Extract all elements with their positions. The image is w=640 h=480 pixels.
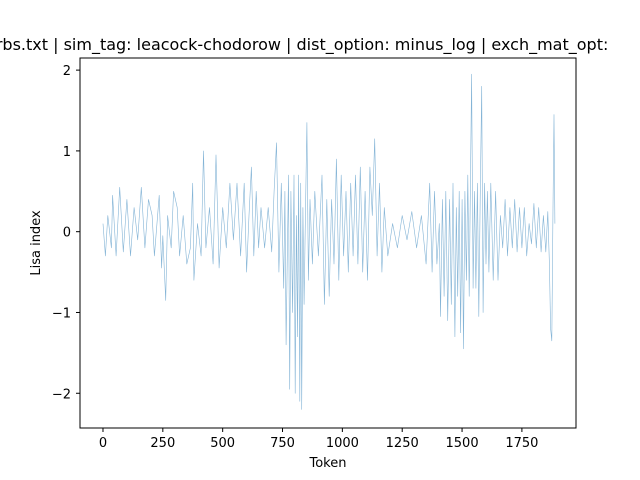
y-tick-label: 2 bbox=[63, 64, 71, 79]
plot-frame bbox=[79, 57, 577, 429]
x-tick-label: 0 bbox=[99, 436, 107, 451]
x-tick-label: 1250 bbox=[386, 436, 419, 451]
y-tick-label: −2 bbox=[52, 387, 71, 402]
x-tick-label: 250 bbox=[150, 436, 175, 451]
series-layer bbox=[102, 73, 556, 410]
chart-title: erbs.txt | sim_tag: leacock-chodorow | d… bbox=[0, 35, 608, 55]
x-tick-label: 500 bbox=[210, 436, 235, 451]
x-axis-label: Token bbox=[309, 456, 347, 471]
series-line-0 bbox=[102, 73, 556, 410]
y-tick-label: 0 bbox=[63, 226, 71, 241]
y-tick-label: 1 bbox=[63, 145, 71, 160]
x-tick-label: 1000 bbox=[326, 436, 359, 451]
x-tick-label: 1500 bbox=[446, 436, 479, 451]
x-tick-label: 750 bbox=[270, 436, 295, 451]
y-tick-label: −1 bbox=[52, 306, 71, 321]
x-tick-label: 1750 bbox=[505, 436, 538, 451]
x-axis-ticks: 0 250 500 750 1000 1250 1500 1750 bbox=[99, 428, 538, 451]
y-axis-label: Lisa index bbox=[29, 210, 44, 276]
y-axis-ticks: −2 −1 0 1 2 bbox=[52, 64, 80, 402]
